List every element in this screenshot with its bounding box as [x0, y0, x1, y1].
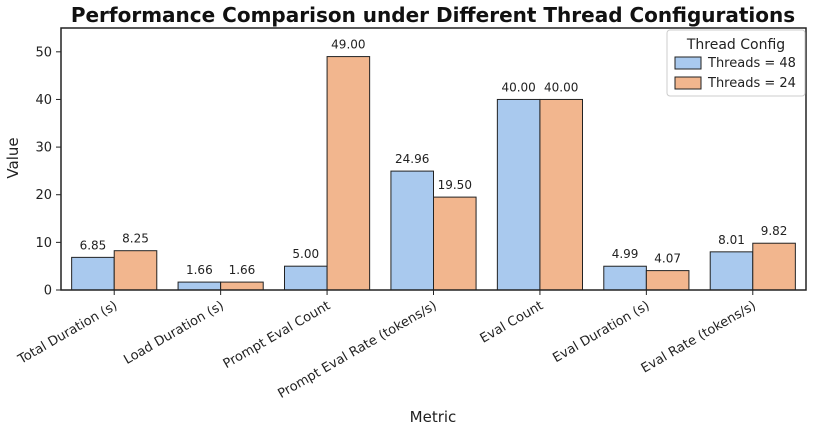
bar — [496, 98, 541, 291]
data-label: 8.01 — [718, 233, 745, 247]
bar — [752, 242, 796, 291]
data-label: 49.00 — [331, 38, 365, 52]
x-tick-label: Eval Count — [478, 298, 546, 346]
x-axis-label: Metric — [410, 408, 457, 426]
bar — [433, 196, 477, 291]
legend: Thread Config Threads = 48 Threads = 24 — [666, 29, 806, 97]
data-label: 1.66 — [229, 263, 256, 277]
y-tick-label: 0 — [44, 284, 52, 299]
bar — [603, 265, 647, 291]
x-tick-label: Eval Duration (s) — [550, 298, 652, 366]
bar — [326, 56, 371, 291]
data-label: 8.25 — [122, 232, 149, 246]
chart-title: Performance Comparison under Different T… — [71, 3, 795, 27]
data-label: 40.00 — [544, 80, 578, 94]
y-tick-label: 30 — [35, 141, 52, 156]
legend-title: Thread Config — [686, 37, 785, 53]
bar — [539, 98, 584, 291]
bar — [220, 281, 264, 291]
data-label: 19.50 — [438, 178, 472, 192]
x-tick-label: Total Duration (s) — [15, 298, 120, 367]
bar — [390, 170, 434, 291]
legend-label-threads-48: Threads = 48 — [707, 56, 796, 71]
data-label: 24.96 — [395, 152, 429, 166]
data-label: 40.00 — [501, 80, 535, 94]
x-tick-label: Load Duration (s) — [121, 298, 226, 367]
data-label: 5.00 — [292, 247, 319, 261]
y-tick-label: 10 — [35, 236, 52, 251]
bar — [284, 265, 328, 291]
legend-swatch-threads-48 — [674, 56, 702, 70]
data-label: 4.99 — [612, 247, 639, 261]
plot-frame — [60, 27, 807, 291]
x-tick-label: Eval Rate (tokens/s) — [639, 298, 759, 376]
bar — [645, 270, 690, 291]
x-tick-label: Prompt Eval Count — [221, 298, 333, 371]
y-tick-label: 20 — [35, 188, 52, 203]
data-label: 1.66 — [186, 263, 213, 277]
bar — [177, 281, 222, 291]
bar — [709, 251, 754, 291]
bar — [113, 250, 158, 291]
data-label: 6.85 — [80, 238, 107, 252]
y-tick-label: 50 — [35, 45, 52, 60]
data-label: 9.82 — [761, 224, 788, 238]
data-label: 4.07 — [654, 252, 681, 266]
y-axis-label: Value — [4, 137, 22, 178]
legend-swatch-threads-24 — [674, 76, 702, 90]
legend-label-threads-24: Threads = 24 — [707, 76, 796, 91]
bar — [71, 256, 115, 291]
y-tick-label: 40 — [35, 93, 52, 108]
